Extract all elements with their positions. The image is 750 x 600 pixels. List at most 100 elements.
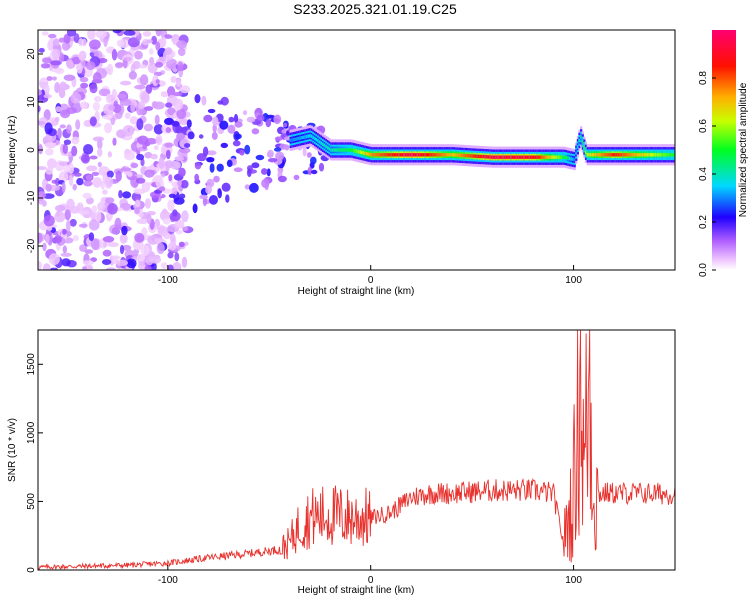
spectrogram-noise-cell [246,116,256,123]
spectrogram-noise-cell [162,218,171,225]
spectrogram-ridge-cell [638,153,641,157]
spectrogram-x-tick-label: -100 [158,275,178,286]
spectrogram-noise-cell [153,145,159,151]
spectrogram-noise-cell [217,189,222,199]
spectrogram-ridge-cell [292,138,295,142]
spectrogram-ridge-cell [320,141,323,145]
spectrogram-noise-cell [155,30,162,37]
spectrogram-noise-cell [155,41,161,51]
spectrogram-ridge-cell [610,153,614,157]
spectrogram-ridge-cell [557,155,560,159]
spectrogram-noise-cell [111,88,117,99]
spectrogram-ridge-cell [382,153,385,157]
spectrogram-ridge-cell [524,155,528,159]
spectrogram-ridge-cell [425,153,429,157]
spectrogram-ridge-cell [356,149,359,154]
spectrogram-noise-cell [273,114,282,125]
spectrogram-noise-cell [216,163,224,172]
spectrogram-ridge-cell [584,150,588,154]
spectrogram-noise-cell [184,241,189,246]
spectrogram-noise-cell [164,142,173,148]
spectrogram-ridge-cell [354,149,357,153]
spectrogram-ridge-cell [669,153,672,157]
spectrogram-ridge-cell [567,156,570,160]
spectrogram-noise-cell [86,165,98,172]
spectrogram-ridge-cell [312,135,315,139]
spectrogram-noise-cell [111,255,121,260]
spectrogram-ridge-cell [445,153,448,157]
spectrogram-noise-cell [38,47,45,53]
spectrogram-ridge-cell [573,157,576,162]
spectrogram-ridge-cell [388,153,391,157]
spectrogram-noise-cell [54,211,66,223]
spectrogram-ridge-cell [385,153,388,157]
spectrogram-noise-cell [207,108,216,114]
spectrogram-ridge-cell [654,153,657,157]
spectrogram-noise-cell [170,75,177,84]
spectrogram-ridge-cell [576,145,579,149]
spectrogram-noise-cell [194,162,202,170]
spectrogram-noise-cell [137,135,149,145]
spectrogram-noise-cell [175,125,183,134]
spectrogram-ridge-cell [495,155,498,159]
spectrogram-noise-cell [61,258,71,267]
spectrogram-ridge-cell [547,155,550,159]
spectrogram-noise-cell [79,101,88,109]
spectrogram-noise-cell [201,95,207,106]
spectrogram-noise-cell [38,166,47,171]
spectrogram-noise-cell [58,171,69,182]
colorbar-tick-label: 0.8 [698,71,709,85]
spectrogram-noise-cell [97,201,106,212]
spectrogram-noise-cell [163,232,171,240]
colorbar: 0.0 0.2 0.4 0.6 0.8 Normalized spectral ampl… [698,30,749,277]
spectrogram-noise-cell [186,119,192,128]
spectrogram-noise-cell [41,31,49,36]
snr-xlabel: Height of straight line (km) [298,585,415,596]
spectrogram-ridge-cell [432,153,435,157]
spectrogram-ridge-cell [476,154,479,158]
spectrogram-noise-cell [75,119,81,130]
spectrogram-ridge-cell [443,153,446,157]
spectrogram-noise-cell [221,182,231,192]
spectrogram-noise-cell [83,180,93,187]
spectrogram-ridge-cell [632,153,635,157]
spectrogram-ridge-cell [364,151,367,155]
spectrogram-ridge-cell [460,153,463,157]
spectrogram-noise-cell [71,56,81,65]
spectrogram-noise-cell [244,184,250,190]
spectrogram-ridge-cell [649,153,652,157]
snr-y-tick-label: 1000 [26,421,37,444]
spectrogram-noise-cell [167,264,174,270]
spectrogram-noise-cell [135,199,141,208]
spectrogram-noise-cell [105,93,112,103]
spectrogram-ridge-cell [437,153,440,157]
spectrogram-noise-cell [130,175,140,188]
spectrogram-noise-cell [111,49,118,61]
spectrogram-ridge-cell [365,152,368,156]
spectrogram-y-axis: -20 -10 0 10 20 [26,48,43,253]
spectrogram-noise-cell [136,118,144,131]
spectrogram-noise-cell [155,79,160,84]
spectrogram-ridge-cell [568,156,571,161]
spectrogram-noise-cell [306,152,312,158]
spectrogram-noise-cell [123,30,136,36]
spectrogram-ridge-cell [604,153,607,157]
spectrogram-noise-cell [144,106,154,111]
spectrogram-noise-cell [76,63,83,74]
spectrogram-noise-cell [174,219,185,229]
spectrogram-noise-cell [39,78,50,83]
spectrogram-noise-cell [88,232,95,242]
spectrogram-ridge-cell [591,153,594,157]
spectrogram-noise-cell [89,39,101,50]
spectrogram-ridge-cell [305,134,308,139]
spectrogram-ridge-cell [575,151,578,155]
spectrogram-ridge-cell [511,155,515,159]
spectrogram-ridge-cell [386,153,390,157]
spectrogram-noise-cell [76,177,84,186]
spectrogram-ridge-cell [362,151,365,155]
spectrogram-noise-cell [219,120,229,130]
spectrogram-ridge-cell [672,153,675,157]
spectrogram-noise-cell [261,168,268,175]
spectrogram-ridge-cell [667,153,670,157]
snr-frame [37,329,676,571]
